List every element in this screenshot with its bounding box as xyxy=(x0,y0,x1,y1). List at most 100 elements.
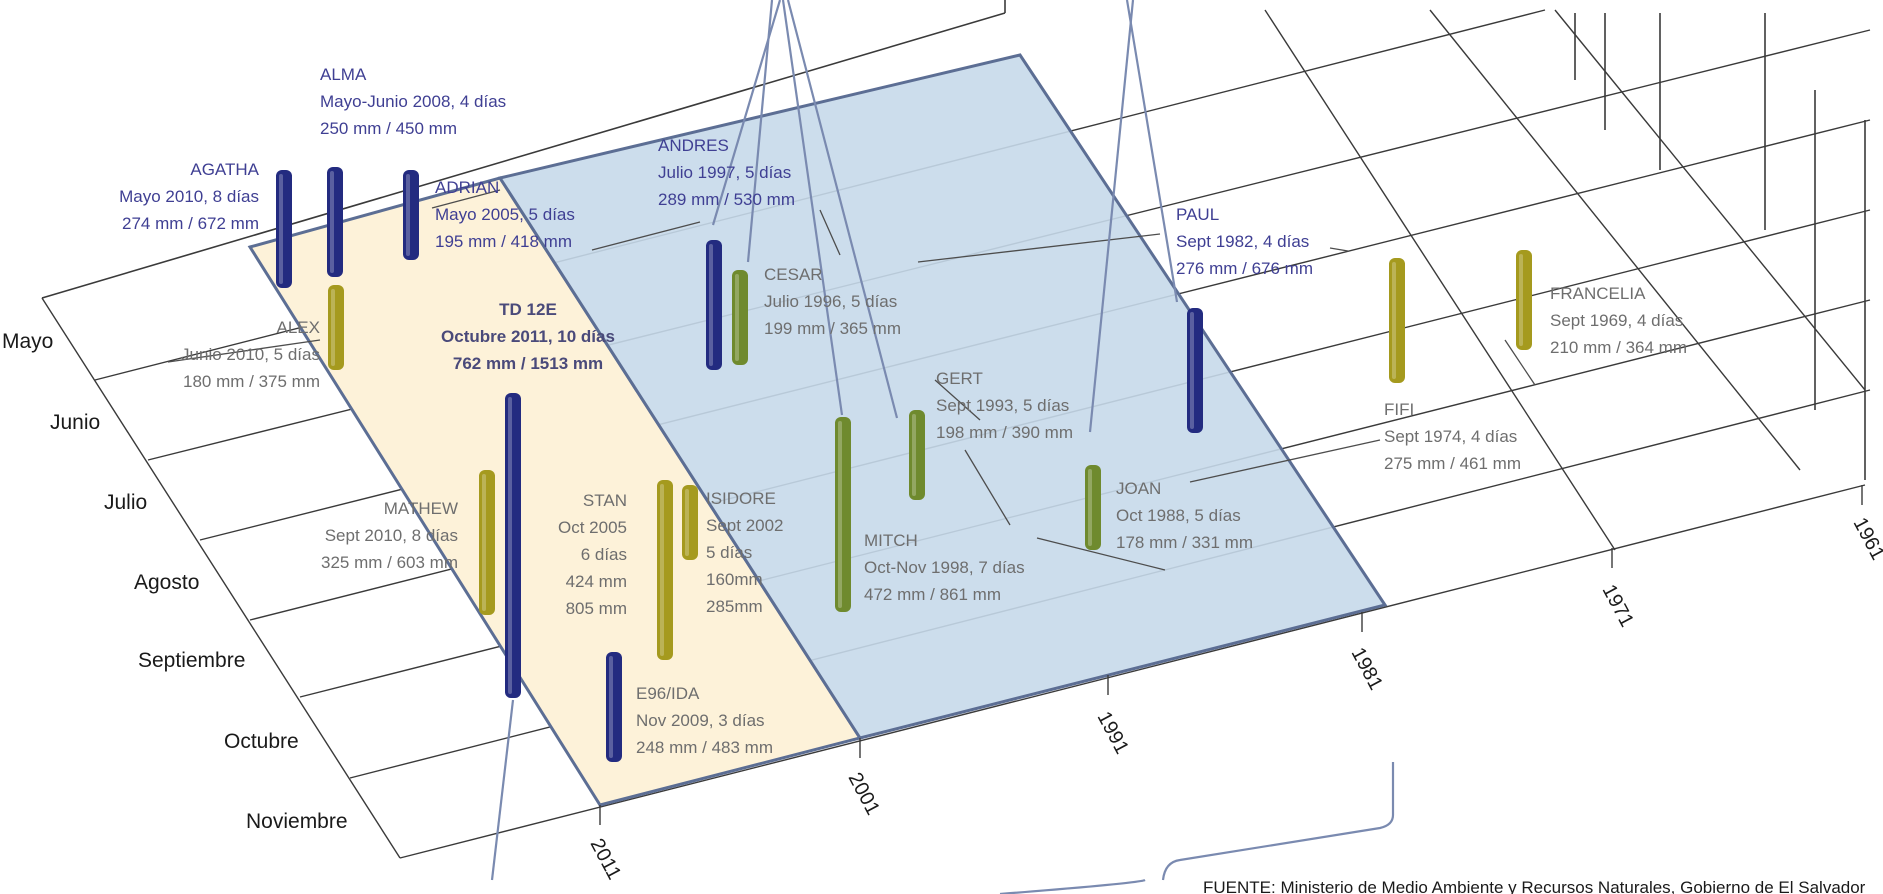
bar-highlight xyxy=(912,414,916,496)
bar-highlight xyxy=(508,397,512,694)
label-line: 198 mm / 390 mm xyxy=(936,423,1073,442)
label-line: 195 mm / 418 mm xyxy=(435,232,572,251)
label-alma: ALMA Mayo-Junio 2008, 4 días 250 mm / 450 … xyxy=(320,65,506,138)
label-line: 199 mm / 365 mm xyxy=(764,319,901,338)
label-line: Junio 2010, 5 días xyxy=(181,345,320,364)
label-line: FRANCELIA xyxy=(1550,284,1646,303)
bar-alex xyxy=(328,285,344,370)
label-line: CESAR xyxy=(764,265,823,284)
label-line: 250 mm / 450 mm xyxy=(320,119,457,138)
label-line: FIFI xyxy=(1384,400,1414,419)
label-line: ISIDORE xyxy=(706,489,776,508)
label-line: JOAN xyxy=(1116,479,1161,498)
label-line: Mayo 2010, 8 días xyxy=(119,187,259,206)
month-tick-label: Junio xyxy=(50,411,100,434)
label-joan: JOAN Oct 1988, 5 días 178 mm / 331 mm xyxy=(1116,479,1253,552)
bar-highlight xyxy=(279,174,283,284)
label-alex: ALEX Junio 2010, 5 días 180 mm / 375 mm xyxy=(181,318,320,391)
label-line: STAN xyxy=(583,491,627,510)
label-adrian: ADRIAN Mayo 2005, 5 días 195 mm / 418 mm xyxy=(435,178,575,251)
bar-highlight xyxy=(735,274,739,361)
month-tick-label: Julio xyxy=(104,491,147,514)
label-cesar: CESAR Julio 1996, 5 días 199 mm / 365 mm xyxy=(764,265,901,338)
label-fifi: FIFI Sept 1974, 4 días 275 mm / 461 mm xyxy=(1384,400,1521,473)
label-line: Sept 2010, 8 días xyxy=(325,526,458,545)
label-line: 5 días xyxy=(706,543,752,562)
label-francelia: FRANCELIA Sept 1969, 4 días 210 mm / 364 m… xyxy=(1550,284,1687,357)
event-bars xyxy=(276,167,1532,762)
bar-highlight xyxy=(609,656,613,758)
bar-highlight xyxy=(1190,312,1194,429)
source-note: FUENTE: Ministerio de Medio Ambiente y R… xyxy=(1203,878,1866,894)
year-tick-label: 1971 xyxy=(1598,581,1638,631)
back-walls xyxy=(41,0,1866,480)
band-1981-2004 xyxy=(497,53,1388,740)
bar-agatha xyxy=(276,170,292,288)
label-line: Sept 1993, 5 días xyxy=(936,396,1069,415)
bar-highlight xyxy=(838,421,842,608)
bar-highlight xyxy=(1392,262,1396,379)
bar-cesar xyxy=(732,270,748,365)
label-line: 289 mm / 530 mm xyxy=(658,190,795,209)
label-andres: ANDRES Julio 1997, 5 días 289 mm / 530 mm xyxy=(658,136,795,209)
label-line: 178 mm / 331 mm xyxy=(1116,533,1253,552)
label-isidore: ISIDORE Sept 2002 5 días 160mm 285mm xyxy=(706,489,784,616)
year-tick-label: 1981 xyxy=(1347,644,1387,694)
bar-highlight xyxy=(685,489,689,556)
month-tick-label: Septiembre xyxy=(138,649,245,672)
label-line: ANDRES xyxy=(658,136,729,155)
label-line: 424 mm xyxy=(566,572,627,591)
year-tick-label: 1991 xyxy=(1093,708,1133,758)
bar-joan xyxy=(1085,465,1101,550)
label-line: Sept 1969, 4 días xyxy=(1550,311,1683,330)
year-tick-label: 1961 xyxy=(1849,514,1883,564)
label-line: 276 mm / 676 mm xyxy=(1176,259,1313,278)
label-line: 6 días xyxy=(581,545,627,564)
label-line: 285mm xyxy=(706,597,763,616)
label-line: Sept 2002 xyxy=(706,516,784,535)
label-line: ALEX xyxy=(277,318,320,337)
bar-highlight xyxy=(1088,469,1092,546)
label-mathew: MATHEW Sept 2010, 8 días 325 mm / 603 mm xyxy=(321,499,458,572)
bar-mathew xyxy=(479,470,495,615)
label-line: 275 mm / 461 mm xyxy=(1384,454,1521,473)
bar-highlight xyxy=(406,174,410,256)
bar-stan xyxy=(657,480,673,660)
month-tick-label: Agosto xyxy=(134,571,199,594)
bar-td-12e xyxy=(505,393,521,698)
label-agatha: AGATHA Mayo 2010, 8 días 274 mm / 672 mm xyxy=(119,160,260,233)
month-tick-label: Mayo xyxy=(2,330,53,353)
label-line: Octubre 2011, 10 días xyxy=(441,327,615,346)
bar-fifi xyxy=(1389,258,1405,383)
bar-highlight xyxy=(709,244,713,366)
label-line: 805 mm xyxy=(566,599,627,618)
label-line: Sept 1982, 4 días xyxy=(1176,232,1309,251)
label-line: Mayo 2005, 5 días xyxy=(435,205,575,224)
label-line: 180 mm / 375 mm xyxy=(183,372,320,391)
bar-paul xyxy=(1187,308,1203,433)
label-paul: PAUL Sept 1982, 4 días 276 mm / 676 mm xyxy=(1176,205,1313,278)
label-line: Julio 1996, 5 días xyxy=(764,292,897,311)
label-line: Oct-Nov 1998, 7 días xyxy=(864,558,1025,577)
label-line: 210 mm / 364 mm xyxy=(1550,338,1687,357)
month-tick-label: Noviembre xyxy=(246,810,348,833)
bar-andres xyxy=(706,240,722,370)
label-line: 160mm xyxy=(706,570,763,589)
label-stan: STAN Oct 2005 6 días 424 mm 805 mm xyxy=(558,491,627,618)
label-line: Sept 1974, 4 días xyxy=(1384,427,1517,446)
event-labels: AGATHA Mayo 2010, 8 días 274 mm / 672 mm AL… xyxy=(119,65,1687,757)
label-mitch: MITCH Oct-Nov 1998, 7 días 472 mm / 861 mm xyxy=(864,531,1025,604)
bar-gert xyxy=(909,410,925,500)
label-line: MATHEW xyxy=(384,499,458,518)
label-line: 762 mm / 1513 mm xyxy=(453,354,603,373)
label-line: PAUL xyxy=(1176,205,1219,224)
year-tick-label: 2001 xyxy=(844,769,884,819)
label-line: E96/IDA xyxy=(636,684,700,703)
bar-francelia xyxy=(1516,250,1532,350)
month-axis-labels: Mayo Junio Julio Agosto Septiembre Octub… xyxy=(2,330,348,833)
bar-e96-ida xyxy=(606,652,622,762)
bar-highlight xyxy=(1519,254,1523,346)
label-line: ADRIAN xyxy=(435,178,499,197)
bar-highlight xyxy=(330,171,334,273)
